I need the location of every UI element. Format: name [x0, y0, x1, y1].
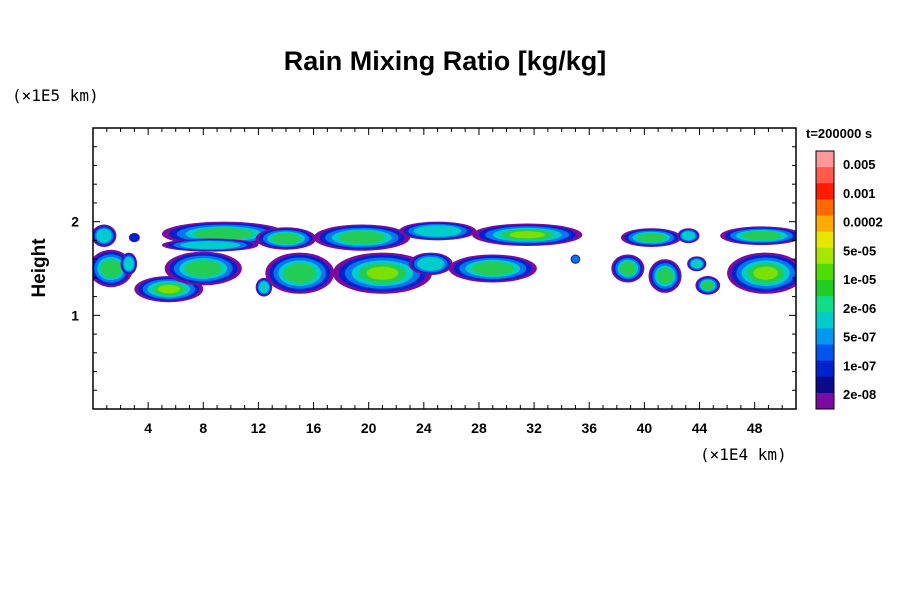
contour-blob-17-level-5 [366, 266, 399, 280]
contour-field [93, 221, 796, 303]
contour-blob-12-level-3 [123, 256, 134, 271]
x-tick-label-48: 48 [747, 420, 763, 436]
contour-blob-0-level-3 [96, 228, 112, 243]
contour-blob-7-level-5 [509, 231, 545, 239]
contour-blob-10-level-4 [741, 231, 782, 241]
contour-blob-20-level-2 [571, 255, 580, 263]
colorbar-label-6: 5e-07 [843, 330, 876, 345]
y-axis-unit: (×1E5 km) [12, 86, 99, 105]
x-tick-label-24: 24 [416, 420, 432, 436]
colorbar-segment-3 [816, 199, 834, 216]
colorbar-segment-15 [816, 392, 834, 410]
contour-blob-9-level-3 [681, 231, 696, 241]
x-tick-label-28: 28 [471, 420, 487, 436]
colorbar-label-4: 1e-05 [843, 272, 876, 287]
colorbar-segment-8 [816, 280, 834, 297]
contour-blob-24-level-4 [701, 280, 714, 290]
colorbar-label-1: 0.001 [843, 186, 876, 201]
colorbar: 0.005 0.001 0.0002 5e-05 1e-05 2e-06 5e-07 1e-0… [815, 150, 883, 410]
colorbar-segment-5 [816, 231, 834, 249]
x-tick-label-36: 36 [581, 420, 597, 436]
x-tick-label-12: 12 [251, 420, 267, 436]
colorbar-segment-1 [816, 167, 834, 184]
contour-blob-25-level-5 [753, 266, 779, 280]
colorbar-segment-14 [816, 376, 834, 394]
colorbar-label-0: 0.005 [843, 157, 876, 172]
chart-title: Rain Mixing Ratio [kg/kg] [283, 46, 607, 76]
colorbar-label-5: 2e-06 [843, 301, 876, 316]
colorbar-label-7: 1e-07 [843, 358, 876, 373]
contour-blob-21-level-4 [619, 261, 636, 276]
time-label: t=200000 s [806, 126, 873, 141]
colorbar-label-2: 0.0002 [843, 215, 883, 230]
contour-blob-2-level-4 [194, 227, 254, 240]
colorbar-label-3: 5e-05 [843, 243, 876, 258]
y-tick-label-1: 1 [71, 307, 79, 323]
colorbar-segment-9 [816, 296, 834, 313]
x-axis-unit: (×1E4 km) [700, 445, 787, 464]
contour-blob-23-level-3 [690, 259, 703, 269]
y-tick-label-2: 2 [71, 214, 79, 230]
contour-blob-13-level-5 [157, 284, 180, 294]
x-tick-label-8: 8 [199, 420, 207, 436]
axis-ticks [93, 128, 796, 409]
x-tick-label-4: 4 [144, 420, 152, 436]
colorbar-segment-2 [816, 183, 834, 200]
contour-blob-8-level-4 [636, 233, 666, 243]
colorbar-segment-6 [816, 247, 834, 265]
colorbar-label-8: 2e-08 [843, 387, 876, 402]
contour-blob-15-level-3 [258, 281, 270, 294]
x-tick-label-20: 20 [361, 420, 377, 436]
colorbar-frame [815, 150, 835, 410]
contour-blob-1-level-1 [129, 233, 140, 242]
x-tick-label-32: 32 [526, 420, 542, 436]
colorbar-segment-7 [816, 263, 834, 281]
contour-blob-4-level-4 [271, 233, 301, 244]
contour-blob-6-level-3 [413, 225, 462, 237]
contour-blob-22-level-4 [657, 267, 673, 285]
contour-blob-16-level-4 [283, 263, 317, 284]
plot-frame [92, 127, 797, 410]
colorbar-segment-0 [816, 151, 834, 168]
x-tick-label-16: 16 [306, 420, 322, 436]
x-tick-label-40: 40 [637, 420, 653, 436]
contour-blob-19-level-4 [471, 261, 514, 276]
contour-blob-11-level-4 [100, 259, 122, 278]
colorbar-segment-4 [816, 215, 834, 233]
colorbar-segment-13 [816, 360, 834, 378]
colorbar-segment-10 [816, 312, 834, 329]
colorbar-segment-12 [816, 344, 834, 362]
contour-blob-18-level-3 [417, 256, 445, 271]
contour-blob-14-level-4 [184, 260, 222, 277]
contour-blob-3-level-3 [180, 241, 241, 250]
x-tick-label-44: 44 [692, 420, 708, 436]
contour-blob-5-level-4 [338, 231, 385, 244]
colorbar-segment-11 [816, 328, 834, 345]
